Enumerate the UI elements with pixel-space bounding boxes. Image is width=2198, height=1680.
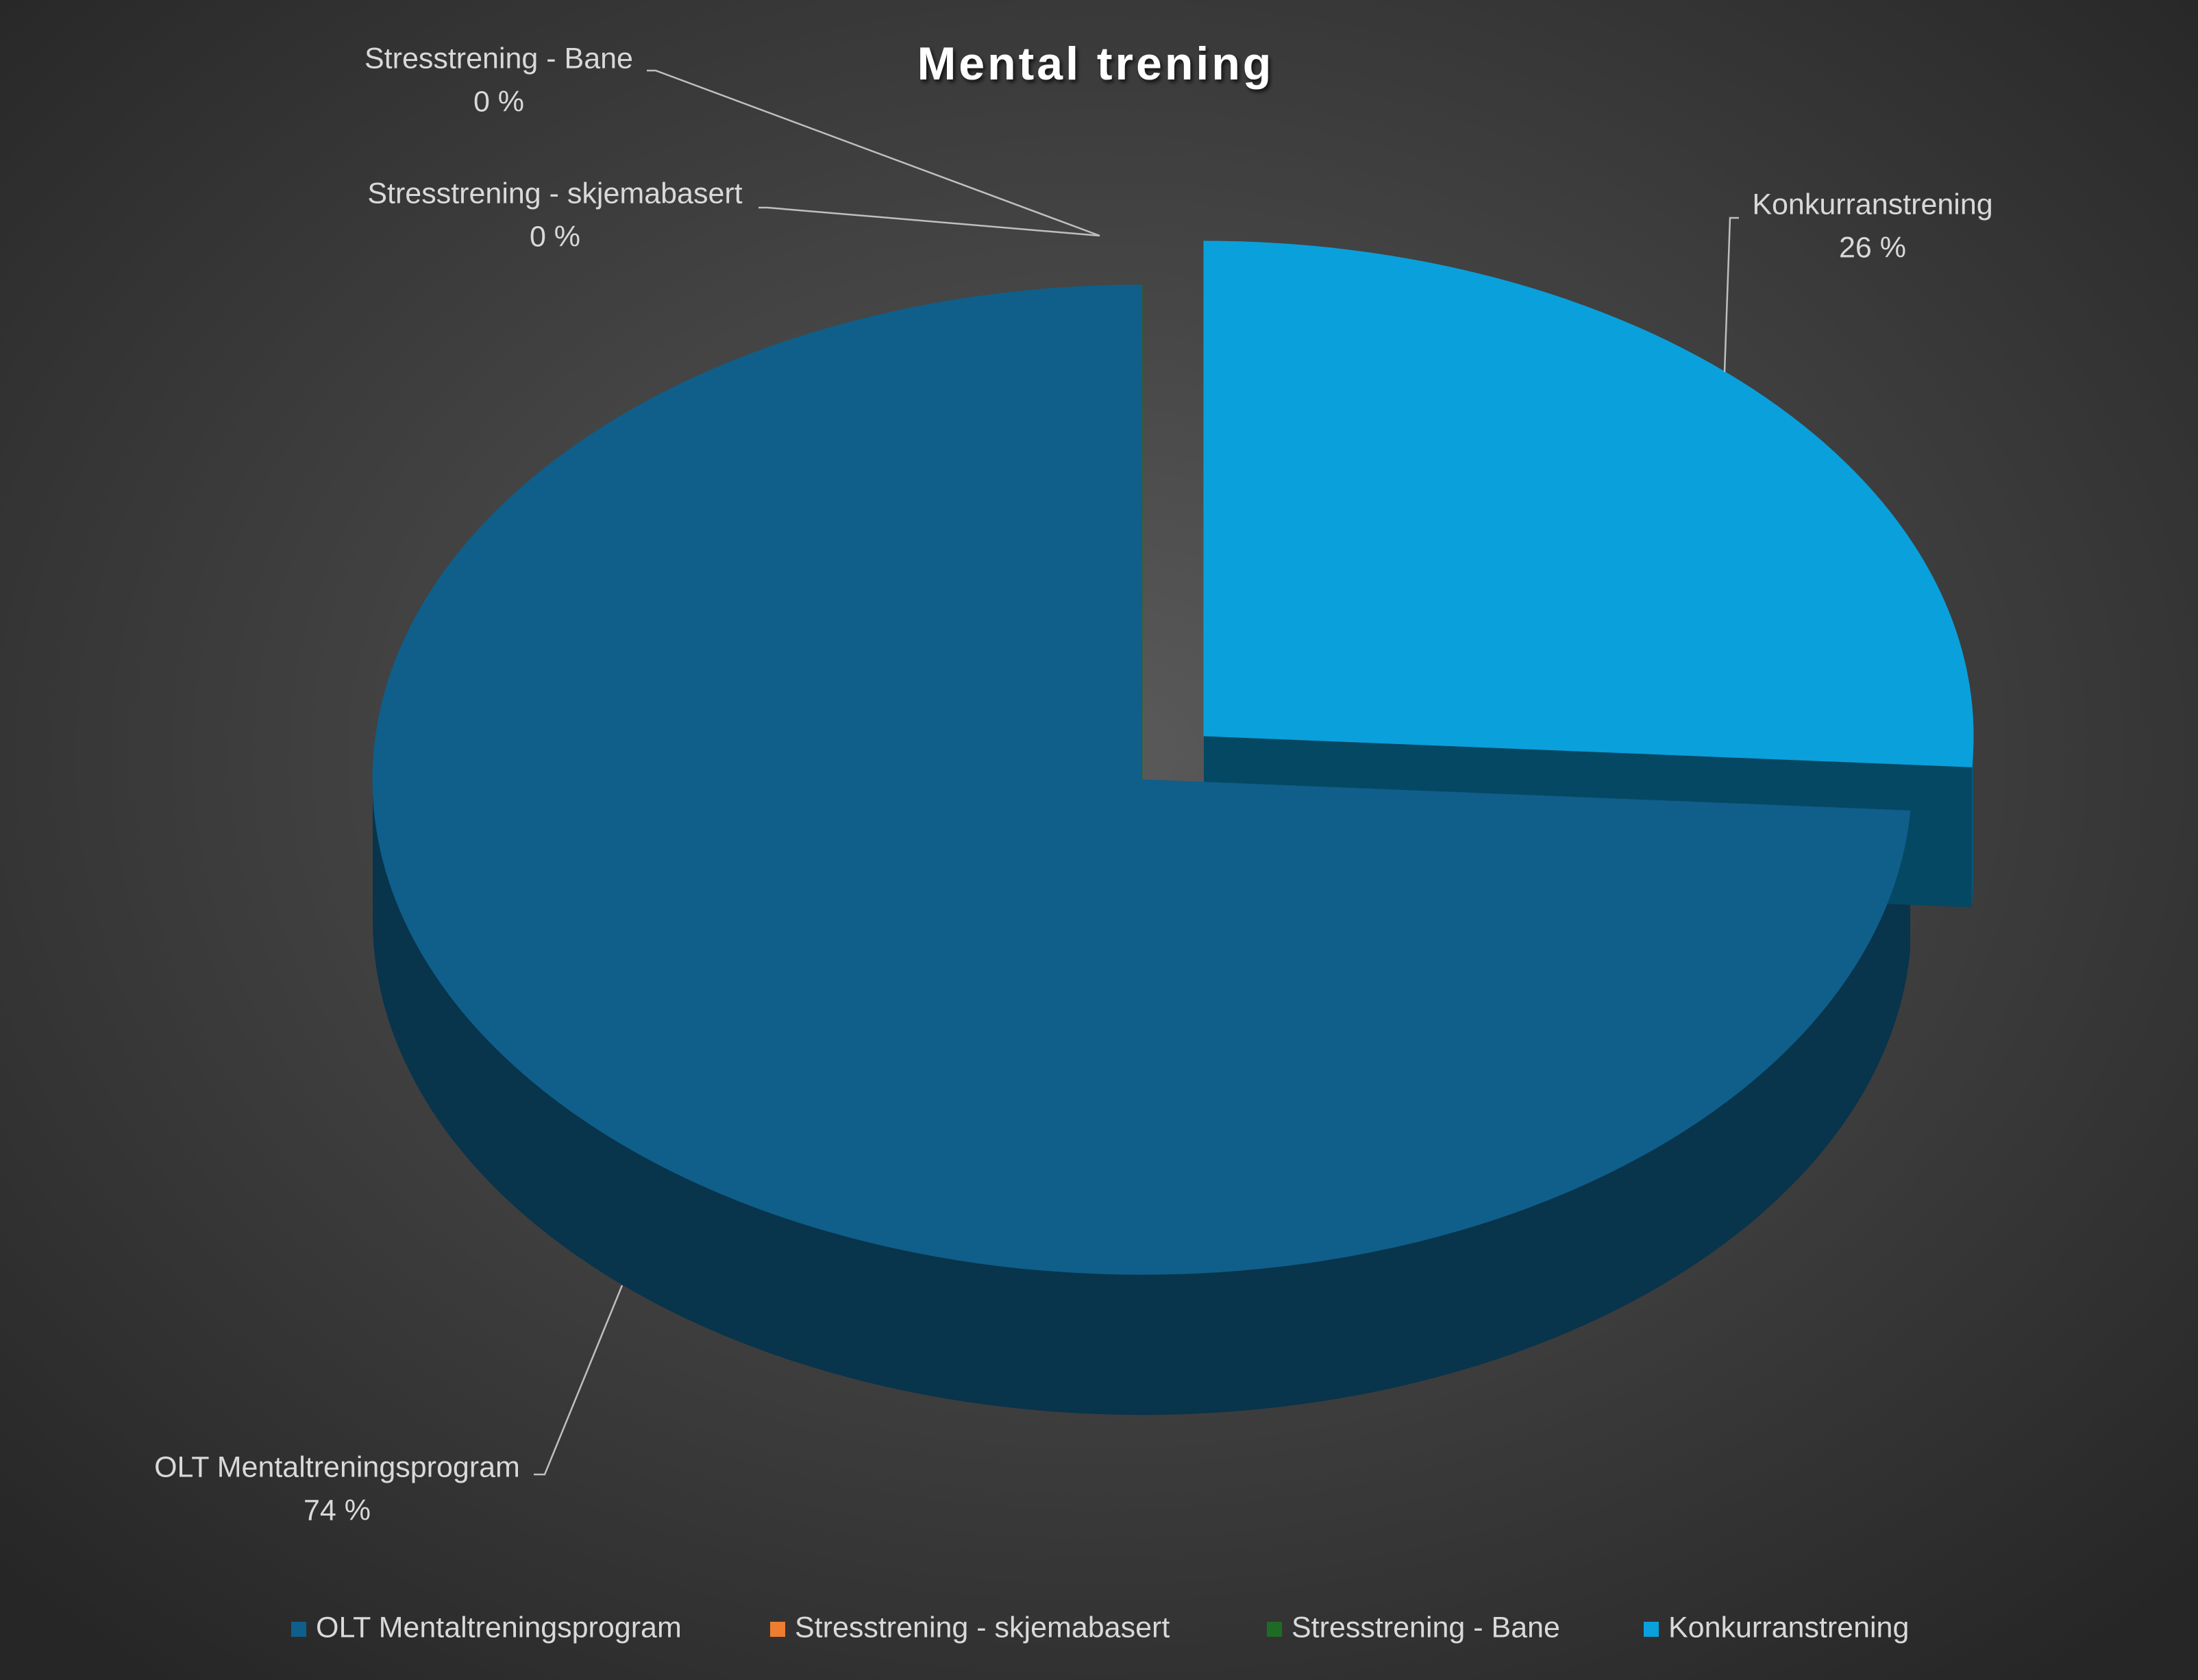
chart-title: Mental trening (917, 38, 1274, 90)
pie-slice (372, 284, 1911, 1275)
category-label: Stresstrening - skjemabasert (367, 177, 742, 210)
legend-label: Stresstrening - skjemabasert (795, 1611, 1170, 1644)
value-label: 0 % (530, 220, 580, 253)
slice-side-wall (1971, 736, 1973, 908)
legend-label: OLT Mentaltreningsprogram (316, 1611, 682, 1644)
legend-label: Konkurranstrening (1668, 1611, 1909, 1644)
legend-swatch (291, 1622, 306, 1637)
category-label: Stresstrening - Bane (365, 42, 633, 75)
leader-line (647, 69, 1100, 237)
pie-slice (1203, 240, 1974, 767)
slice-side-wall (372, 780, 1910, 1416)
legend-swatch (1644, 1622, 1659, 1637)
data-labels: OLT Mentaltreningsprogram 74 % Stresstreni… (154, 42, 1993, 1527)
category-label: OLT Mentaltreningsprogram (154, 1450, 520, 1483)
legend: OLT Mentaltreningsprogram Stresstrening -… (291, 1611, 1909, 1644)
value-label: 0 % (473, 85, 524, 118)
leader-line (758, 206, 1100, 237)
leader-line (1723, 217, 1739, 373)
legend-label: Stresstrening - Bane (1292, 1611, 1560, 1644)
leader-line (534, 1285, 623, 1476)
pie-tops (372, 240, 1974, 1275)
legend-swatch (1267, 1622, 1282, 1637)
value-label: 26 % (1839, 231, 1906, 264)
value-label: 74 % (304, 1494, 371, 1527)
category-label: Konkurranstrening (1752, 188, 1992, 221)
legend-swatch (770, 1622, 785, 1637)
